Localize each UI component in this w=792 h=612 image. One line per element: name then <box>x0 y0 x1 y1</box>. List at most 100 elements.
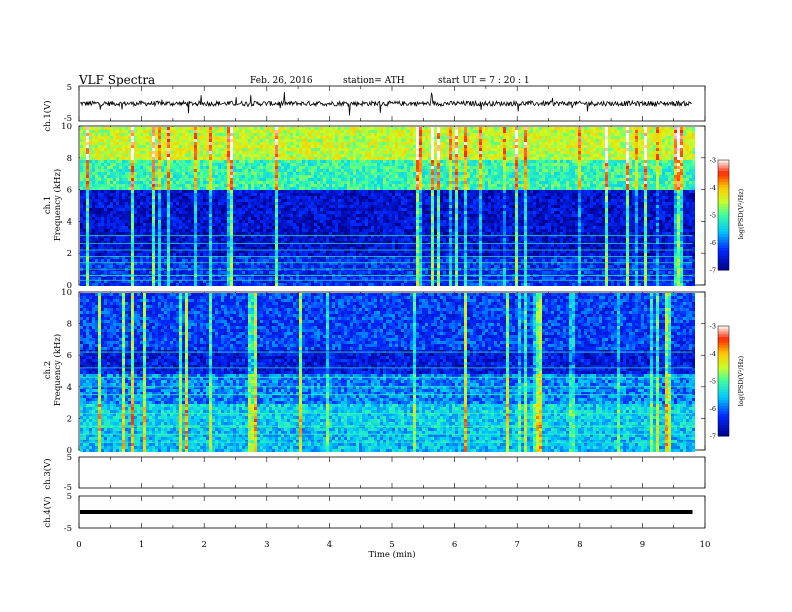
spectrogram-cell <box>236 241 239 244</box>
spectrogram-cell <box>293 181 296 184</box>
spectrogram-cell <box>206 271 209 274</box>
spectrogram-cell <box>143 205 146 208</box>
spectrogram-cell <box>140 175 143 178</box>
spectrogram-cell <box>122 187 125 190</box>
spectrogram-cell <box>335 193 338 196</box>
spectrogram-cell <box>269 256 272 259</box>
spectrogram-cell <box>284 220 287 223</box>
spectrogram-cell <box>341 253 344 256</box>
spectrogram-cell <box>227 133 230 136</box>
spectrogram-cell <box>95 172 98 175</box>
spectrogram-cell <box>98 166 101 169</box>
spectrogram-cell <box>188 133 191 136</box>
spectrogram-cell <box>233 193 236 196</box>
spectrogram-cell <box>173 166 176 169</box>
spectrogram-cell <box>110 133 113 136</box>
spectrogram-cell <box>212 220 215 223</box>
spectrogram-cell <box>290 163 293 166</box>
spectrogram-cell <box>197 205 200 208</box>
spectrogram-cell <box>86 157 89 160</box>
spectrogram-cell <box>290 250 293 253</box>
spectrogram-cell <box>257 220 260 223</box>
spectrogram-cell <box>218 226 221 229</box>
spectrogram-cell <box>173 247 176 250</box>
spectrogram-cell <box>158 163 161 166</box>
spectrogram-cell <box>347 175 350 178</box>
spectrogram-cell <box>248 211 251 214</box>
spectrogram-cell <box>83 145 86 148</box>
spectrogram-cell <box>89 238 92 241</box>
spectrogram-cell <box>314 127 317 130</box>
spectrogram-cell <box>254 283 257 286</box>
spectrogram-cell <box>101 211 104 214</box>
spectrogram-cell <box>152 262 155 265</box>
spectrogram-cell <box>185 229 188 232</box>
spectrogram-cell <box>149 235 152 238</box>
spectrogram-cell <box>281 202 284 205</box>
spectrogram-cell <box>293 205 296 208</box>
spectrogram-cell <box>176 154 179 157</box>
spectrogram-cell <box>239 283 242 286</box>
spectrogram-cell <box>149 253 152 256</box>
spectrogram-cell <box>248 229 251 232</box>
spectrogram-cell <box>131 277 134 280</box>
spectrogram-cell <box>176 238 179 241</box>
spectrogram-cell <box>89 232 92 235</box>
spectrogram-cell <box>245 262 248 265</box>
spectrogram-cell <box>203 232 206 235</box>
spectrogram-cell <box>308 244 311 247</box>
spectrogram-cell <box>224 262 227 265</box>
spectrogram-cell <box>110 172 113 175</box>
spectrogram-cell <box>311 235 314 238</box>
spectrogram-cell <box>212 184 215 187</box>
spectrogram-cell <box>116 130 119 133</box>
spectrogram-cell <box>326 229 329 232</box>
spectrogram-cell <box>164 148 167 151</box>
spectrogram-cell <box>314 253 317 256</box>
spectrogram-cell <box>164 175 167 178</box>
spectrogram-cell <box>302 208 305 211</box>
spectrogram-cell <box>320 208 323 211</box>
spectrogram-cell <box>164 238 167 241</box>
spectrogram-cell <box>299 202 302 205</box>
spectrogram-cell <box>221 181 224 184</box>
spectrogram-cell <box>314 148 317 151</box>
spectrogram-cell <box>173 226 176 229</box>
spectrogram-cell <box>272 283 275 286</box>
spectrogram-cell <box>278 235 281 238</box>
spectrogram-cell <box>176 280 179 283</box>
spectrogram-cell <box>254 247 257 250</box>
spectrogram-cell <box>122 223 125 226</box>
spectrogram-cell <box>338 142 341 145</box>
spectrogram-cell <box>257 133 260 136</box>
spectrogram-cell <box>206 148 209 151</box>
spectrogram-cell <box>221 217 224 220</box>
spectrogram-cell <box>86 160 89 163</box>
spectrogram-cell <box>119 280 122 283</box>
spectrogram-cell <box>158 229 161 232</box>
spectrogram-cell <box>305 130 308 133</box>
spectrogram-cell <box>128 154 131 157</box>
spectrogram-cell <box>206 172 209 175</box>
spectrogram-cell <box>281 223 284 226</box>
spectrogram-cell <box>233 277 236 280</box>
spectrogram-cell <box>80 196 83 199</box>
spectrogram-cell <box>329 187 332 190</box>
spectrogram-cell <box>134 235 137 238</box>
spectrogram-cell <box>338 157 341 160</box>
spectrogram-cell <box>257 139 260 142</box>
spectrogram-cell <box>269 151 272 154</box>
spectrogram-cell <box>176 148 179 151</box>
spectrogram-cell <box>122 139 125 142</box>
spectrogram-cell <box>266 190 269 193</box>
spectrogram-cell <box>221 142 224 145</box>
spectrogram-cell <box>182 223 185 226</box>
spectrogram-cell <box>275 244 278 247</box>
spectrogram-cell <box>134 133 137 136</box>
spectrogram-cell <box>245 160 248 163</box>
spectrogram-cell <box>239 265 242 268</box>
spectrogram-cell <box>314 169 317 172</box>
spectrogram-cell <box>263 262 266 265</box>
spectrogram-cell <box>134 154 137 157</box>
spectrogram-cell <box>299 133 302 136</box>
